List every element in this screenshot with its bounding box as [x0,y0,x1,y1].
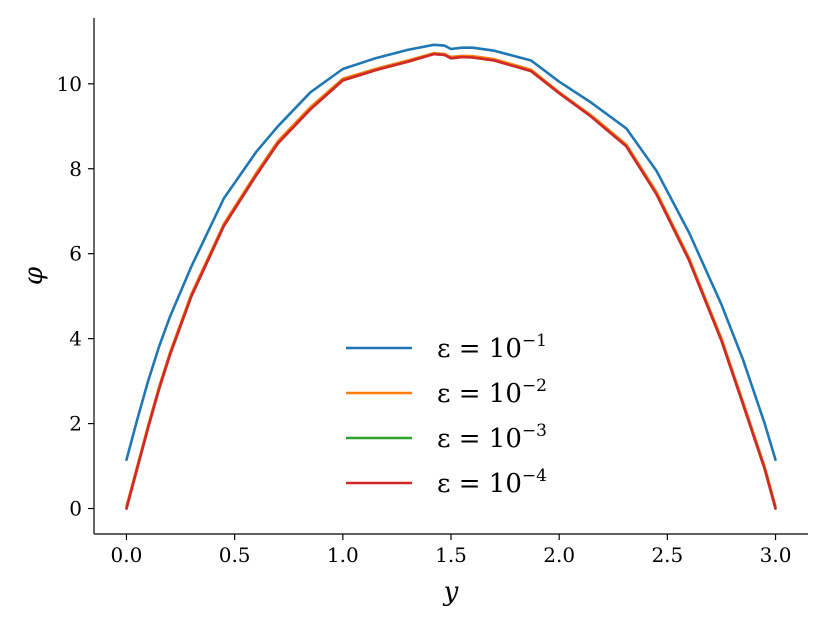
series-line-4 [125,52,777,510]
y-tick-label: 2 [69,412,82,436]
y-tick-label: 8 [69,157,82,181]
legend-label-1: ε = 10−1 [437,331,547,364]
legend-label-2: ε = 10−2 [437,376,547,409]
legend-label-4: ε = 10−4 [437,466,547,499]
x-tick-label: 0.0 [111,543,143,567]
series-line-1 [125,43,777,462]
x-tick-label: 3.0 [760,543,792,567]
x-axis-label: y [443,577,459,607]
y-axis-label: φ [19,266,49,285]
x-tick-label: 2.5 [651,543,683,567]
legend: ε = 10−1 ε = 10−2 ε = 10−3 ε = 10−4 [346,331,547,499]
y-tick-label: 4 [69,327,82,351]
x-tick-label: 1.5 [435,543,467,567]
y-tick-label: 10 [57,72,82,96]
axes: 0.0 0.5 1.0 1.5 2.0 2.5 3.0 0 2 4 6 8 10 [57,18,808,567]
x-tick-label: 1.0 [327,543,359,567]
x-tick-label: 0.5 [219,543,251,567]
y-tick-label: 6 [69,242,82,266]
legend-label-3: ε = 10−3 [437,421,547,454]
x-tick-label: 2.0 [543,543,575,567]
y-tick-label: 0 [69,497,82,521]
series-lines [125,43,777,510]
